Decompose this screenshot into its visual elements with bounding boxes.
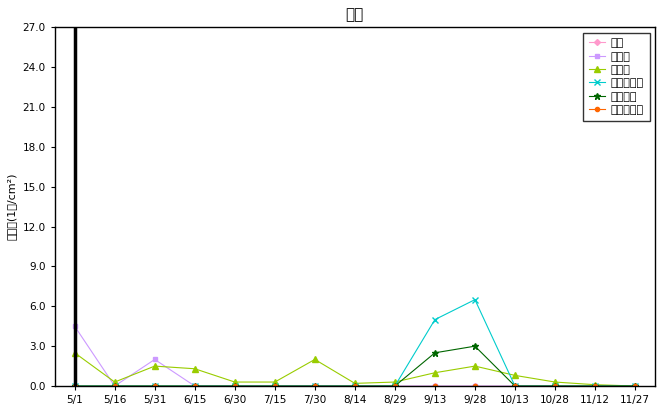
ヒノキ (231, 384, 239, 389)
イネ科 (591, 382, 599, 387)
カナムグラ (151, 384, 159, 389)
イネ科 (71, 350, 79, 355)
ヨモギ属 (71, 384, 79, 389)
ヒノキ (311, 384, 319, 389)
カナムグラ (271, 384, 279, 389)
ヨモギ属 (311, 384, 319, 389)
スギ (471, 384, 479, 389)
イネ科 (391, 379, 399, 384)
スギ (511, 384, 519, 389)
イネ科 (151, 364, 159, 369)
ブタクサ属 (111, 384, 118, 389)
ブタクサ属 (391, 384, 399, 389)
ブタクサ属 (311, 384, 319, 389)
カナムグラ (111, 384, 118, 389)
カナムグラ (511, 384, 519, 389)
Line: ヒノキ: ヒノキ (73, 324, 637, 388)
スギ (271, 384, 279, 389)
ヒノキ (191, 384, 199, 389)
スギ (71, 384, 79, 389)
イネ科 (311, 357, 319, 362)
スギ (311, 384, 319, 389)
スギ (551, 384, 559, 389)
ヒノキ (591, 384, 599, 389)
スギ (191, 384, 199, 389)
スギ (391, 384, 399, 389)
ヨモギ属 (191, 384, 199, 389)
ブタクサ属 (631, 384, 639, 389)
Line: ブタクサ属: ブタクサ属 (71, 296, 639, 389)
ブタクサ属 (191, 384, 199, 389)
ヨモギ属 (471, 344, 479, 349)
ヨモギ属 (351, 384, 359, 389)
イネ科 (271, 379, 279, 384)
イネ科 (471, 364, 479, 369)
Line: イネ科: イネ科 (72, 350, 638, 389)
Legend: スギ, ヒノキ, イネ科, ブタクサ属, ヨモギ属, カナムグラ: スギ, ヒノキ, イネ科, ブタクサ属, ヨモギ属, カナムグラ (583, 33, 649, 121)
イネ科 (351, 381, 359, 386)
ブタクサ属 (431, 317, 439, 322)
ヨモギ属 (151, 384, 159, 389)
Title: 府中: 府中 (346, 7, 364, 22)
スギ (631, 384, 639, 389)
ヒノキ (631, 384, 639, 389)
Line: スギ: スギ (73, 384, 637, 388)
スギ (351, 384, 359, 389)
ブタクサ属 (271, 384, 279, 389)
ブタクサ属 (151, 384, 159, 389)
ブタクサ属 (551, 384, 559, 389)
ヨモギ属 (231, 384, 239, 389)
スギ (111, 384, 118, 389)
カナムグラ (231, 384, 239, 389)
ブタクサ属 (471, 297, 479, 302)
ヒノキ (391, 384, 399, 389)
イネ科 (431, 370, 439, 375)
Y-axis label: 花粉数(1個/cm²): 花粉数(1個/cm²) (7, 173, 17, 241)
ヨモギ属 (431, 350, 439, 355)
スギ (151, 384, 159, 389)
ヒノキ (351, 384, 359, 389)
スギ (591, 384, 599, 389)
ヨモギ属 (271, 384, 279, 389)
ヒノキ (471, 384, 479, 389)
カナムグラ (71, 384, 79, 389)
スギ (431, 384, 439, 389)
ブタクサ属 (591, 384, 599, 389)
ヒノキ (111, 384, 118, 389)
ヨモギ属 (551, 384, 559, 389)
ブタクサ属 (511, 384, 519, 389)
カナムグラ (391, 384, 399, 389)
イネ科 (551, 379, 559, 384)
カナムグラ (431, 384, 439, 389)
ヒノキ (271, 384, 279, 389)
カナムグラ (591, 384, 599, 389)
Line: ヨモギ属: ヨモギ属 (71, 343, 639, 389)
ヒノキ (511, 384, 519, 389)
イネ科 (631, 384, 639, 389)
カナムグラ (631, 384, 639, 389)
ヨモギ属 (511, 384, 519, 389)
ヨモギ属 (631, 384, 639, 389)
ヒノキ (71, 324, 79, 329)
イネ科 (111, 379, 118, 384)
カナムグラ (471, 384, 479, 389)
ヨモギ属 (391, 384, 399, 389)
イネ科 (191, 366, 199, 371)
カナムグラ (351, 384, 359, 389)
スギ (231, 384, 239, 389)
カナムグラ (191, 384, 199, 389)
カナムグラ (551, 384, 559, 389)
ヒノキ (431, 384, 439, 389)
ヒノキ (151, 357, 159, 362)
イネ科 (511, 373, 519, 378)
ブタクサ属 (231, 384, 239, 389)
ヨモギ属 (591, 384, 599, 389)
Line: カナムグラ: カナムグラ (73, 384, 637, 388)
カナムグラ (311, 384, 319, 389)
ヒノキ (551, 384, 559, 389)
ブタクサ属 (71, 384, 79, 389)
ヨモギ属 (111, 384, 118, 389)
イネ科 (231, 379, 239, 384)
ブタクサ属 (351, 384, 359, 389)
